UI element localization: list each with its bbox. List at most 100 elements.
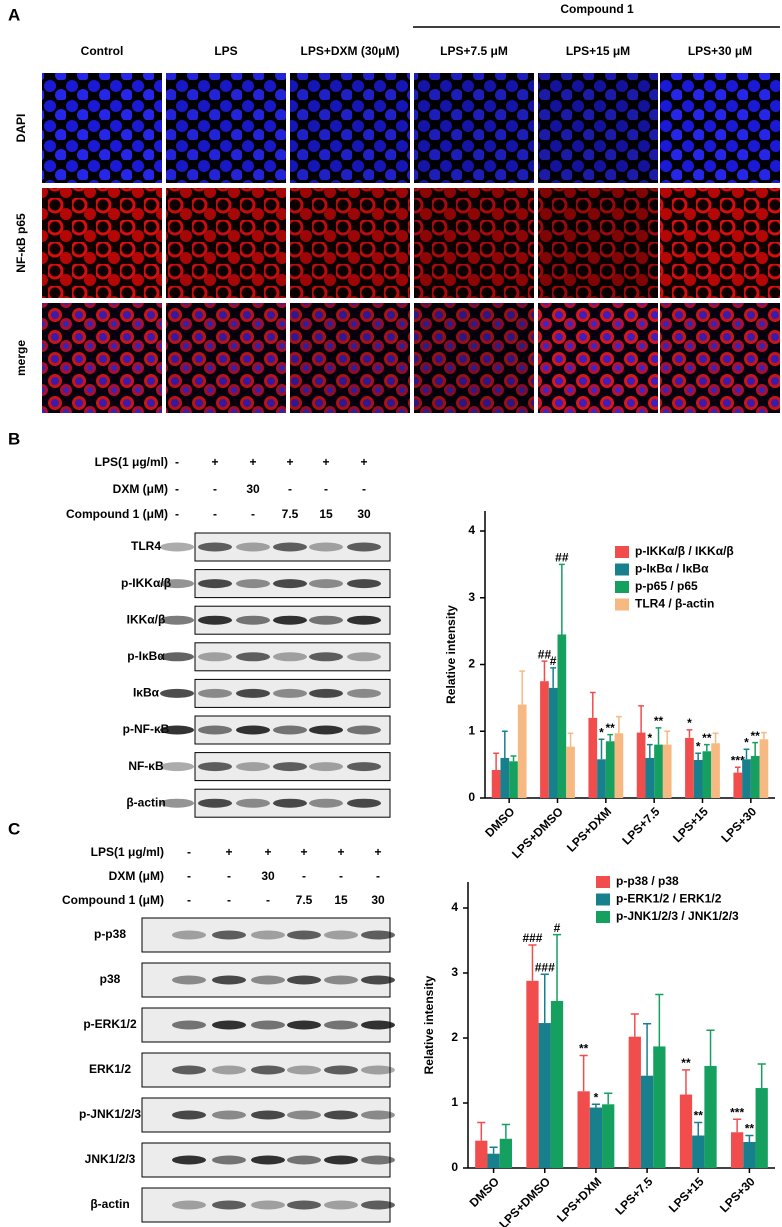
blot-band: [212, 1065, 246, 1075]
blot-band: [309, 615, 343, 625]
micrograph-shade: [414, 188, 534, 298]
treatment-cell: -: [339, 869, 343, 883]
treatment-cell: +: [286, 455, 293, 469]
legend-label: p-p38 / p38: [616, 874, 679, 888]
blot-band: [309, 652, 343, 662]
significance-label: *: [744, 735, 749, 749]
bar: [702, 751, 712, 798]
bar: [548, 687, 558, 798]
blot-band: [172, 930, 206, 940]
bar: [500, 757, 510, 798]
blot-band: [236, 798, 270, 808]
legend-label: p-IKKα/β / IKKα/β: [635, 544, 734, 558]
treatment-cell: 7.5: [282, 507, 299, 521]
blot-band: [347, 579, 381, 589]
legend-swatch: [596, 893, 610, 906]
micrograph-shade: [290, 188, 410, 298]
bar: [614, 733, 624, 798]
error-bar: [552, 933, 562, 1001]
blot: [141, 917, 391, 953]
treatment-cell: +: [374, 845, 381, 859]
row-label: DAPI: [14, 114, 28, 143]
treatment-cell: -: [187, 893, 191, 907]
blot-band: [273, 725, 307, 735]
blot-band: [251, 1200, 285, 1210]
blot-band: [198, 615, 232, 625]
treatment-cell: -: [324, 482, 328, 496]
bar: [557, 634, 567, 798]
blot-band: [361, 1200, 395, 1210]
error-bar: [558, 563, 565, 635]
blot-band: [324, 1065, 358, 1075]
error-bar: [752, 741, 759, 756]
treatment-cell: -: [227, 869, 231, 883]
blot-label: p-JNK1/2/3: [79, 1107, 141, 1121]
legend-label: p-IκBα / IκBα: [635, 562, 709, 576]
y-tick-label: 1: [468, 723, 475, 737]
bar: [605, 741, 615, 798]
bar: [750, 755, 760, 798]
bar: [743, 1142, 756, 1168]
treatment-cell: +: [211, 455, 218, 469]
blot-band: [212, 1020, 246, 1030]
y-tick-label: 3: [451, 965, 458, 979]
blot-band: [287, 975, 321, 985]
error-bar: [703, 743, 710, 752]
treatment-cell: 30: [261, 869, 275, 883]
blot-band: [361, 930, 395, 940]
y-tick-label: 2: [468, 657, 475, 671]
x-tick-label: DMSO: [467, 1174, 502, 1209]
blot-band: [198, 725, 232, 735]
y-tick-label: 0: [451, 1160, 458, 1174]
error-bar: [638, 705, 645, 733]
blot-band: [273, 798, 307, 808]
blot-band: [160, 688, 194, 698]
x-tick-label: LPS+DXM: [564, 804, 614, 854]
row-label: NF-κB p65: [14, 213, 28, 273]
blot-band: [361, 1020, 395, 1030]
blot: [141, 962, 391, 998]
bar: [636, 732, 646, 798]
x-tick-label: LPS+DMSO: [496, 1174, 553, 1227]
x-tick-label: LPS+30: [718, 804, 759, 845]
blot-band: [251, 975, 285, 985]
error-bar: [706, 1029, 715, 1066]
error-bar: [501, 1123, 510, 1139]
micrograph: [660, 73, 780, 183]
significance-label: ##: [538, 647, 552, 661]
blot-band: [172, 1110, 206, 1120]
bar: [704, 1065, 717, 1168]
blot-band: [236, 579, 270, 589]
blot-label: β-actin: [126, 795, 165, 809]
treatment-label: Compound 1 (μM): [66, 507, 168, 521]
blot-band: [361, 1065, 395, 1075]
x-tick-label: LPS+7.5: [612, 1174, 655, 1217]
error-bar: [745, 1134, 754, 1142]
error-bar: [686, 729, 693, 738]
blot-band: [236, 652, 270, 662]
legend-swatch: [615, 563, 629, 576]
error-bar: [589, 691, 596, 718]
significance-label: **: [702, 731, 712, 745]
treatment-cell: 30: [246, 482, 260, 496]
bar: [679, 1094, 693, 1168]
blot-band: [236, 725, 270, 735]
blot-label: p38: [100, 972, 121, 986]
blot: [194, 678, 391, 708]
treatment-cell: -: [302, 869, 306, 883]
treatment-label: LPS(1 μg/ml): [95, 455, 168, 469]
blot-band: [198, 652, 232, 662]
treatment-cell: -: [213, 507, 217, 521]
significance-label: ###: [535, 960, 555, 974]
error-bar: [477, 1121, 486, 1141]
legend-swatch: [615, 581, 629, 593]
panel-a: A Compound 1: [8, 2, 780, 28]
micrograph: [290, 73, 410, 183]
significance-label: **: [745, 1122, 755, 1136]
blot-band: [172, 1155, 206, 1165]
micrograph-shade: [166, 303, 286, 413]
error-bar: [510, 755, 517, 762]
blot-band: [160, 725, 194, 735]
treatment-cell: 30: [371, 893, 385, 907]
treatment-cell: +: [225, 845, 232, 859]
